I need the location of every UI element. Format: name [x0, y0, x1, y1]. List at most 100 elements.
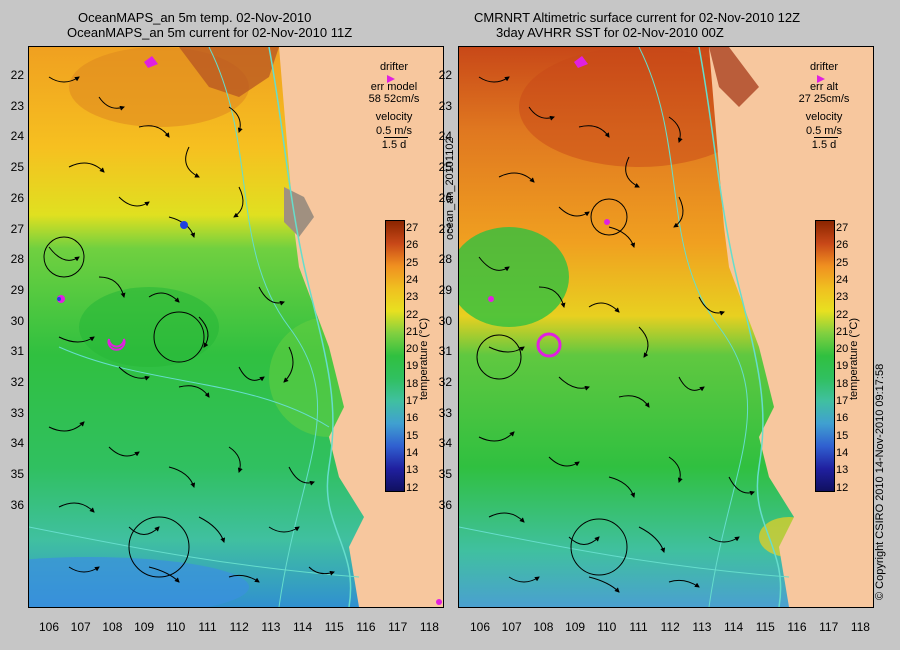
drifter-marker-icon — [387, 75, 395, 83]
lat-tick-left: 26 — [10, 190, 24, 205]
colorbar-tick: 12 — [836, 481, 849, 494]
lat-tick-right: 31 — [438, 344, 452, 359]
colorbar-tick: 23 — [836, 291, 849, 304]
lat-tick-left: 24 — [10, 129, 24, 144]
left-colorbar — [385, 220, 405, 492]
right-title-line1: CMRNRT Altimetric surface current for 02… — [474, 10, 801, 25]
lon-tick-left: 117 — [388, 620, 408, 634]
lat-tick-left: 34 — [10, 436, 24, 451]
lon-tick-left: 111 — [198, 620, 217, 634]
current-vectors — [478, 76, 755, 593]
colorbar-tick: 15 — [836, 429, 849, 442]
lat-tick-right: 26 — [438, 190, 452, 205]
lat-tick-left: 27 — [10, 221, 24, 236]
lon-tick-right: 107 — [501, 620, 522, 634]
colorbar-tick: 19 — [406, 360, 419, 373]
lon-tick-right: 118 — [850, 620, 870, 634]
lon-tick-right: 108 — [533, 620, 554, 634]
lat-tick-right: 35 — [438, 467, 452, 482]
colorbar-tick: 22 — [406, 308, 419, 321]
colorbar-tick: 25 — [836, 256, 849, 269]
lon-tick-right: 106 — [469, 620, 491, 634]
right-title-line2: 3day AVHRR SST for 02-Nov-2010 00Z — [496, 25, 724, 40]
lat-tick-right: 29 — [438, 282, 452, 297]
right-colorbar-label: temperature (°C) — [848, 317, 860, 400]
lon-tick-right: 114 — [724, 620, 744, 634]
lat-tick-right: 33 — [438, 405, 452, 420]
lat-tick-left: 23 — [10, 98, 24, 113]
colorbar-tick: 17 — [836, 395, 849, 407]
colorbar-tick: 20 — [406, 343, 419, 356]
left-title-line1: OceanMAPS_an 5m temp. 02-Nov-2010 — [78, 10, 312, 25]
legend-velocity-label: velocity — [375, 111, 413, 123]
colorbar-tick: 23 — [406, 291, 419, 304]
lat-tick-right: 34 — [438, 436, 452, 451]
legend-err-value: 58 52cm/s — [368, 93, 420, 105]
lat-tick-right: 32 — [438, 375, 452, 389]
lon-tick-right: 111 — [629, 620, 648, 634]
colorbar-tick: 24 — [406, 273, 419, 286]
lon-tick-left: 116 — [356, 620, 376, 634]
velocity-scale-arrow-icon — [384, 137, 408, 138]
left-map-panel: drifter err model 58 52cm/s velocity 0.5… — [28, 46, 444, 608]
colorbar-tick: 24 — [836, 273, 849, 286]
colorbar-tick: 26 — [836, 239, 849, 252]
lon-tick-right: 115 — [755, 620, 775, 634]
lat-tick-left: 33 — [10, 405, 24, 420]
lat-tick-left: 32 — [10, 375, 24, 389]
lon-tick-left: 112 — [229, 620, 249, 634]
legend-err-label: err model — [370, 81, 418, 93]
lat-tick-right: 28 — [438, 252, 452, 267]
colorbar-tick: 14 — [836, 446, 849, 459]
drifter-tracks — [488, 56, 610, 358]
lon-tick-right: 112 — [660, 620, 680, 634]
colorbar-tick: 27 — [836, 222, 849, 234]
drifter-tracks — [57, 56, 442, 605]
colorbar-tick: 25 — [406, 256, 419, 269]
colorbar-tick: 27 — [406, 222, 419, 234]
colorbar-tick: 16 — [406, 412, 419, 425]
colorbar-tick: 20 — [836, 343, 849, 356]
lon-tick-left: 113 — [261, 620, 281, 634]
lat-tick-left: 31 — [10, 344, 24, 359]
right-map-panel: drifter err alt 27 25cm/s velocity 0.5 m… — [458, 46, 874, 608]
lat-tick-right: 22 — [438, 68, 452, 82]
colorbar-tick: 13 — [406, 464, 419, 477]
lon-tick-right: 116 — [787, 620, 807, 634]
colorbar-tick: 14 — [406, 446, 419, 459]
lat-tick-left: 36 — [10, 497, 24, 512]
legend-velocity-scale: 0.5 m/s — [375, 125, 413, 137]
colorbar-tick: 13 — [836, 464, 849, 477]
lon-tick-left: 114 — [293, 620, 313, 634]
colorbar-tick: 21 — [406, 325, 419, 338]
colorbar-tick: 19 — [836, 360, 849, 373]
lon-tick-left: 108 — [102, 620, 123, 634]
current-vectors — [48, 76, 335, 583]
lon-tick-left: 109 — [134, 620, 155, 634]
lat-tick-right: 25 — [438, 160, 452, 175]
legend-duration: 1.5 d — [381, 139, 407, 151]
colorbar-tick: 18 — [406, 377, 419, 390]
lat-tick-left: 28 — [10, 252, 24, 267]
lon-tick-right: 113 — [692, 620, 712, 634]
colorbar-tick: 18 — [836, 377, 849, 390]
lon-tick-left: 115 — [324, 620, 344, 634]
lat-tick-left: 22 — [10, 68, 24, 82]
lat-tick-right: 27 — [438, 221, 452, 236]
legend-duration: 1.5 d — [811, 139, 837, 151]
drifter-marker-icon — [817, 75, 825, 83]
legend-drifter-label: drifter — [379, 61, 409, 73]
colorbar-tick: 16 — [836, 412, 849, 425]
lat-tick-left: 30 — [10, 313, 24, 328]
lon-tick-left: 110 — [166, 620, 186, 634]
colorbar-tick: 15 — [406, 429, 419, 442]
lon-tick-left: 107 — [70, 620, 91, 634]
lat-tick-left: 35 — [10, 467, 24, 482]
lat-tick-right: 30 — [438, 313, 452, 328]
lon-tick-right: 110 — [597, 620, 617, 634]
lat-tick-left: 29 — [10, 282, 24, 297]
copyright-label: © Copyright CSIRO 2010 14-Nov-2010 09:17… — [874, 363, 886, 600]
legend-err-label: err alt — [809, 81, 839, 93]
colorbar-tick: 22 — [836, 308, 849, 321]
lon-tick-left: 106 — [38, 620, 60, 634]
